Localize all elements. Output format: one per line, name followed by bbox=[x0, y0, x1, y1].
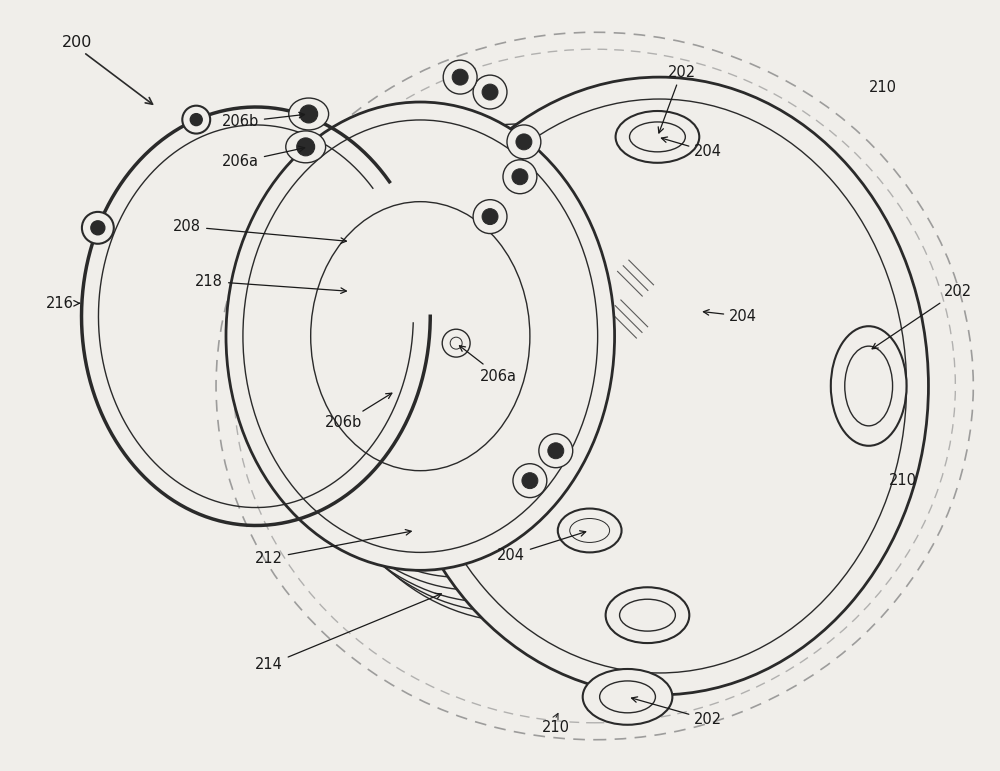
Circle shape bbox=[503, 160, 537, 194]
Circle shape bbox=[300, 105, 318, 123]
Ellipse shape bbox=[616, 111, 699, 163]
Text: 210: 210 bbox=[889, 473, 917, 488]
Circle shape bbox=[297, 138, 315, 156]
Ellipse shape bbox=[558, 509, 622, 552]
Text: 202: 202 bbox=[658, 65, 696, 133]
Circle shape bbox=[473, 200, 507, 234]
Ellipse shape bbox=[606, 588, 689, 643]
Circle shape bbox=[82, 212, 114, 244]
Circle shape bbox=[182, 106, 210, 133]
Circle shape bbox=[522, 473, 538, 489]
Text: 204: 204 bbox=[497, 530, 586, 563]
Text: 218: 218 bbox=[195, 274, 346, 294]
Circle shape bbox=[482, 209, 498, 224]
Text: 206b: 206b bbox=[325, 393, 392, 430]
Text: 204: 204 bbox=[703, 308, 757, 324]
Circle shape bbox=[452, 69, 468, 85]
Circle shape bbox=[442, 329, 470, 357]
Text: 212: 212 bbox=[255, 530, 411, 566]
Text: 210: 210 bbox=[542, 720, 570, 736]
Text: 206b: 206b bbox=[222, 113, 305, 130]
Text: 208: 208 bbox=[173, 219, 346, 244]
Ellipse shape bbox=[286, 131, 326, 163]
Circle shape bbox=[516, 134, 532, 150]
Circle shape bbox=[507, 125, 541, 159]
Text: 216: 216 bbox=[46, 296, 80, 311]
Circle shape bbox=[473, 75, 507, 109]
Text: 200: 200 bbox=[62, 35, 92, 50]
Text: 206a: 206a bbox=[222, 146, 305, 170]
Text: 204: 204 bbox=[661, 137, 722, 160]
Ellipse shape bbox=[289, 98, 329, 130]
Ellipse shape bbox=[831, 326, 907, 446]
Text: 202: 202 bbox=[632, 697, 722, 727]
Circle shape bbox=[513, 463, 547, 497]
Circle shape bbox=[482, 84, 498, 100]
Ellipse shape bbox=[226, 102, 615, 571]
Circle shape bbox=[91, 221, 105, 235]
Text: 214: 214 bbox=[255, 594, 441, 672]
Circle shape bbox=[190, 113, 202, 126]
Ellipse shape bbox=[390, 77, 928, 695]
Ellipse shape bbox=[583, 669, 672, 725]
Circle shape bbox=[512, 169, 528, 185]
Circle shape bbox=[548, 443, 564, 459]
Text: 206a: 206a bbox=[459, 345, 517, 383]
Circle shape bbox=[539, 434, 573, 468]
Text: 210: 210 bbox=[869, 79, 897, 95]
Circle shape bbox=[443, 60, 477, 94]
Text: 202: 202 bbox=[872, 284, 972, 348]
